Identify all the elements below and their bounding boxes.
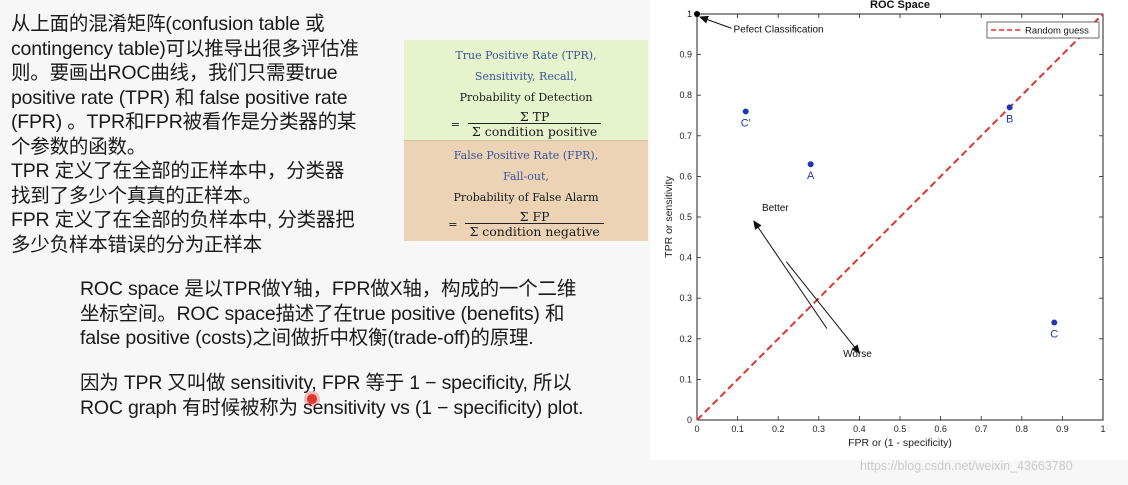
x-tick-label: 0.7 bbox=[975, 424, 988, 434]
annotation-arrow bbox=[785, 261, 861, 354]
data-point bbox=[807, 161, 814, 168]
annotation-label: Worse bbox=[843, 349, 872, 360]
x-tick-label: 0.9 bbox=[1056, 424, 1069, 434]
cursor-highlight-icon bbox=[307, 394, 317, 404]
y-tick-label: 0.8 bbox=[679, 90, 692, 100]
x-tick-label: 0.8 bbox=[1016, 424, 1029, 434]
legend-label: Random guess bbox=[1025, 26, 1089, 37]
text-line: ROC graph 有时候被称为 sensitivity vs (1 − spe… bbox=[80, 396, 584, 419]
x-tick-label: 1 bbox=[1100, 424, 1105, 434]
y-tick-label: 0.1 bbox=[679, 374, 692, 384]
fpr-line-2: Fall-out, bbox=[503, 170, 549, 183]
text-line: positive rate (TPR) 和 false positive rat… bbox=[11, 86, 348, 109]
text-line: (FPR) 。TPR和FPR被看作是分类器的某 bbox=[11, 111, 357, 133]
y-tick-label: 0.9 bbox=[679, 50, 692, 60]
text-line: 个参数的函数。 bbox=[11, 135, 147, 158]
text-line: 多少负样本错误的分为正样本 bbox=[11, 233, 262, 256]
point-label: A bbox=[807, 170, 815, 182]
fpr-formula: = Σ FP Σ condition negative bbox=[404, 210, 648, 238]
y-tick-label: 0.6 bbox=[679, 171, 692, 181]
point-label: B bbox=[1006, 113, 1013, 125]
tpr-line-1: True Positive Rate (TPR), bbox=[455, 49, 597, 62]
fpr-definition-box: False Positive Rate (FPR), Fall-out, Pro… bbox=[404, 140, 648, 241]
x-tick-label: 0.3 bbox=[813, 424, 826, 434]
fpr-line-1: False Positive Rate (FPR), bbox=[453, 149, 599, 162]
y-tick-label: 1 bbox=[687, 9, 692, 19]
annotation-arrow bbox=[699, 15, 732, 29]
y-tick-label: 0.7 bbox=[679, 131, 692, 141]
fpr-line-3: Probability of False Alarm bbox=[453, 191, 599, 204]
annotation-arrow bbox=[753, 220, 828, 329]
tpr-line-3: Probability of Detection bbox=[459, 91, 593, 104]
data-point bbox=[1051, 319, 1058, 326]
y-tick-label: 0.5 bbox=[679, 212, 692, 222]
annotation-label: Pefect Classification bbox=[734, 24, 824, 35]
x-axis-label: FPR or (1 - specificity) bbox=[848, 437, 952, 449]
fpr-equals: = bbox=[448, 217, 458, 231]
x-tick-label: 0.5 bbox=[894, 424, 907, 434]
roc-space-paragraph: ROC space 是以TPR做Y轴，FPR做X轴，构成的一个二维 坐标空间。RO… bbox=[80, 277, 576, 351]
text-line: TPR 定义了在全部的正样本中，分类器 bbox=[11, 160, 345, 182]
text-line: ROC space 是以TPR做Y轴，FPR做X轴，构成的一个二维 bbox=[80, 278, 577, 300]
x-tick-label: 0.1 bbox=[731, 424, 744, 434]
point-label: C bbox=[1050, 329, 1058, 341]
x-tick-label: 0 bbox=[694, 424, 699, 434]
fpr-numerator: Σ FP bbox=[519, 209, 550, 224]
tpr-denominator: Σ condition positive bbox=[467, 123, 602, 138]
chart-title: ROC Space bbox=[870, 0, 930, 11]
x-tick-label: 0.4 bbox=[853, 424, 866, 434]
data-point bbox=[742, 108, 749, 115]
random-guess-line bbox=[696, 13, 1104, 421]
fpr-denominator: Σ condition negative bbox=[465, 223, 604, 238]
point-label: C' bbox=[741, 117, 751, 129]
y-axis-label: TPR or sensitivity bbox=[663, 175, 675, 257]
tpr-definition-box: True Positive Rate (TPR), Sensitivity, R… bbox=[404, 40, 648, 140]
text-line: 从上面的混淆矩阵(confusion table 或 bbox=[11, 13, 325, 35]
data-point bbox=[694, 11, 700, 17]
y-tick-label: 0.3 bbox=[679, 293, 692, 303]
text-line: FPR 定义了在全部的负样本中, 分类器把 bbox=[11, 209, 355, 231]
tpr-formula: = Σ TP Σ condition positive bbox=[404, 110, 648, 138]
annotation-label: Better bbox=[762, 203, 789, 214]
tpr-numerator: Σ TP bbox=[519, 109, 550, 124]
x-tick-label: 0.6 bbox=[934, 424, 947, 434]
text-line: 坐标空间。ROC space描述了在true positive (benefit… bbox=[80, 302, 565, 325]
y-tick-label: 0.4 bbox=[679, 253, 692, 263]
text-line: 找到了多少个真真的正样本。 bbox=[11, 184, 262, 207]
sensitivity-paragraph: 因为 TPR 又叫做 sensitivity, FPR 等于 1 − speci… bbox=[80, 371, 583, 420]
x-tick-label: 0.2 bbox=[772, 424, 785, 434]
y-tick-label: 0 bbox=[687, 415, 692, 425]
watermark: https://blog.csdn.net/weixin_43663780 bbox=[860, 459, 1073, 473]
intro-paragraph: 从上面的混淆矩阵(confusion table 或 contingency ta… bbox=[11, 12, 359, 257]
text-line: false positive (costs)之间做折中权衡(trade-off)… bbox=[80, 327, 534, 349]
data-point bbox=[1006, 104, 1013, 111]
legend-box bbox=[986, 21, 1100, 39]
tpr-equals: = bbox=[450, 117, 460, 131]
text-line: contingency table)可以推导出很多评估准 bbox=[11, 37, 359, 60]
tpr-line-2: Sensitivity, Recall, bbox=[474, 70, 578, 83]
y-tick-label: 0.2 bbox=[679, 334, 692, 344]
roc-space-chart: 0 0.1 0.2 0.3 0.4 0.5 0.6 0.7 0.8 0.9 1 0 0.1 0.2 0.3 0… bbox=[650, 0, 1128, 460]
text-line: 因为 TPR 又叫做 sensitivity, FPR 等于 1 − speci… bbox=[80, 372, 572, 394]
text-line: 则。要画出ROC曲线，我们只需要true bbox=[11, 62, 338, 84]
